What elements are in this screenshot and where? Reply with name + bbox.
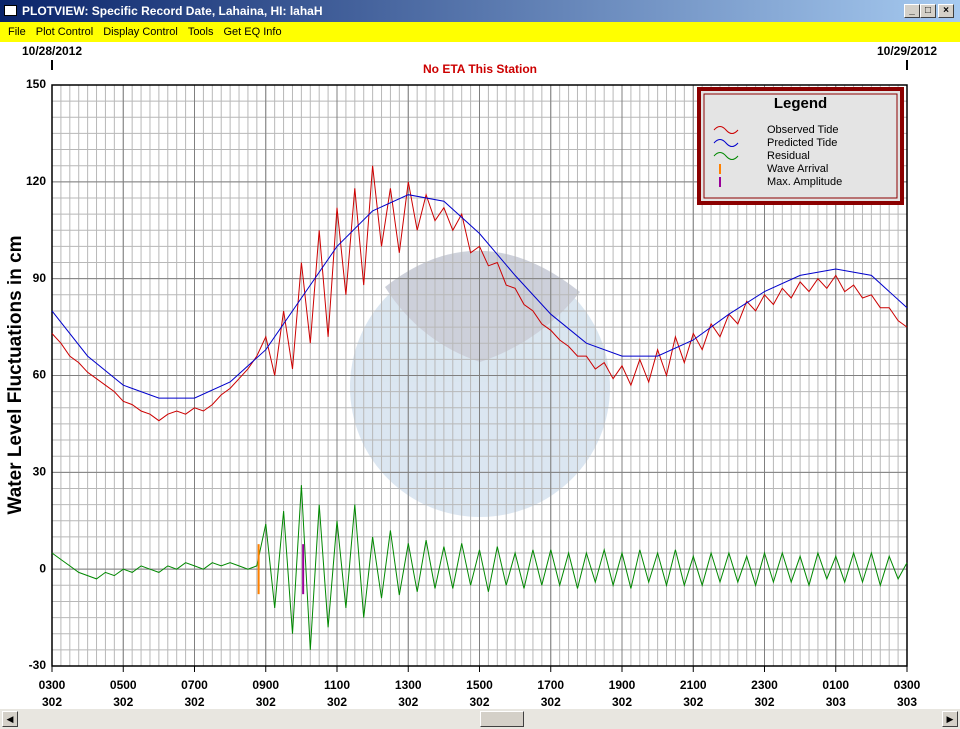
app-icon [4,5,17,16]
chart-subtitle: No ETA This Station [423,62,537,76]
maximize-button[interactable]: □ [920,4,936,18]
title-bar: PLOTVIEW: Specific Record Date, Lahaina,… [0,0,960,22]
x-tick-day: 302 [113,695,133,709]
x-tick-label: 0700 [181,678,208,692]
date-label: 10/28/2012 [22,44,82,58]
x-tick-label: 0300 [894,678,921,692]
menu-item[interactable]: Tools [187,26,214,38]
chart: -30 0 30 60 90 120 150 0300 302 0500 302 0700 302 090… [0,42,960,709]
series-line [51,194,908,399]
legend-label: Residual [767,150,810,162]
scroll-left[interactable]: ◀ [2,711,18,727]
legend-title: Legend [774,95,827,112]
x-tick-day: 302 [541,695,561,709]
date-label: 10/29/2012 [877,44,937,58]
x-tick-day: 303 [897,695,917,709]
scroll-thumb[interactable] [480,711,524,727]
scroll-right[interactable]: ▶ [942,711,958,727]
x-tick-day: 302 [683,695,703,709]
y-tick-label: 120 [26,174,46,188]
y-tick-label: 30 [33,465,47,479]
y-tick-label: 90 [33,271,47,285]
y-tick-label: 0 [39,561,46,575]
x-tick-day: 302 [469,695,489,709]
menu-item[interactable]: Get EQ Info [223,26,282,38]
minimize-button[interactable]: _ [904,4,920,18]
legend-swatch [713,139,739,147]
close-button[interactable]: × [938,4,954,18]
x-tick-label: 2100 [680,678,707,692]
x-tick-label: 1300 [395,678,422,692]
x-tick-label: 0900 [252,678,279,692]
x-tick-label: 2300 [751,678,778,692]
legend-label: Predicted Tide [767,137,837,149]
x-tick-label: 1900 [609,678,636,692]
x-tick-label: 0100 [822,678,849,692]
x-tick-day: 302 [256,695,276,709]
x-tick-label: 0300 [39,678,66,692]
x-tick-day: 302 [42,695,62,709]
legend-swatch [713,126,739,134]
menu-bar: File Plot Control Display Control Tools Get … [0,22,960,42]
horizontal-scrollbar[interactable]: ◀ ▶ [0,709,960,729]
x-tick-label: 1700 [537,678,564,692]
menu-item[interactable]: Display Control [103,26,178,38]
y-tick-label: 150 [26,77,46,91]
x-tick-day: 303 [826,695,846,709]
legend-label: Max. Amplitude [767,176,842,188]
x-tick-day: 302 [398,695,418,709]
y-tick-label: 60 [33,368,47,382]
x-tick-day: 302 [184,695,204,709]
legend-inner [703,93,898,199]
menu-item[interactable]: File [8,26,26,38]
y-tick-label: -30 [29,658,47,672]
x-tick-day: 302 [612,695,632,709]
legend-swatch [713,152,739,160]
legend-label: Wave Arrival [767,163,828,175]
series-line [51,485,908,650]
legend-label: Observed Tide [767,124,839,136]
plot-frame [51,84,908,667]
y-axis-label: Water Level Fluctuations in cm [5,235,26,514]
x-tick-label: 1500 [466,678,493,692]
x-tick-label: 0500 [110,678,137,692]
window-title: PLOTVIEW: Specific Record Date, Lahaina,… [22,4,323,18]
x-tick-day: 302 [754,695,774,709]
series-line [51,165,908,422]
menu-item[interactable]: Plot Control [35,26,94,38]
x-tick-label: 1100 [324,678,350,692]
x-tick-day: 302 [327,695,347,709]
